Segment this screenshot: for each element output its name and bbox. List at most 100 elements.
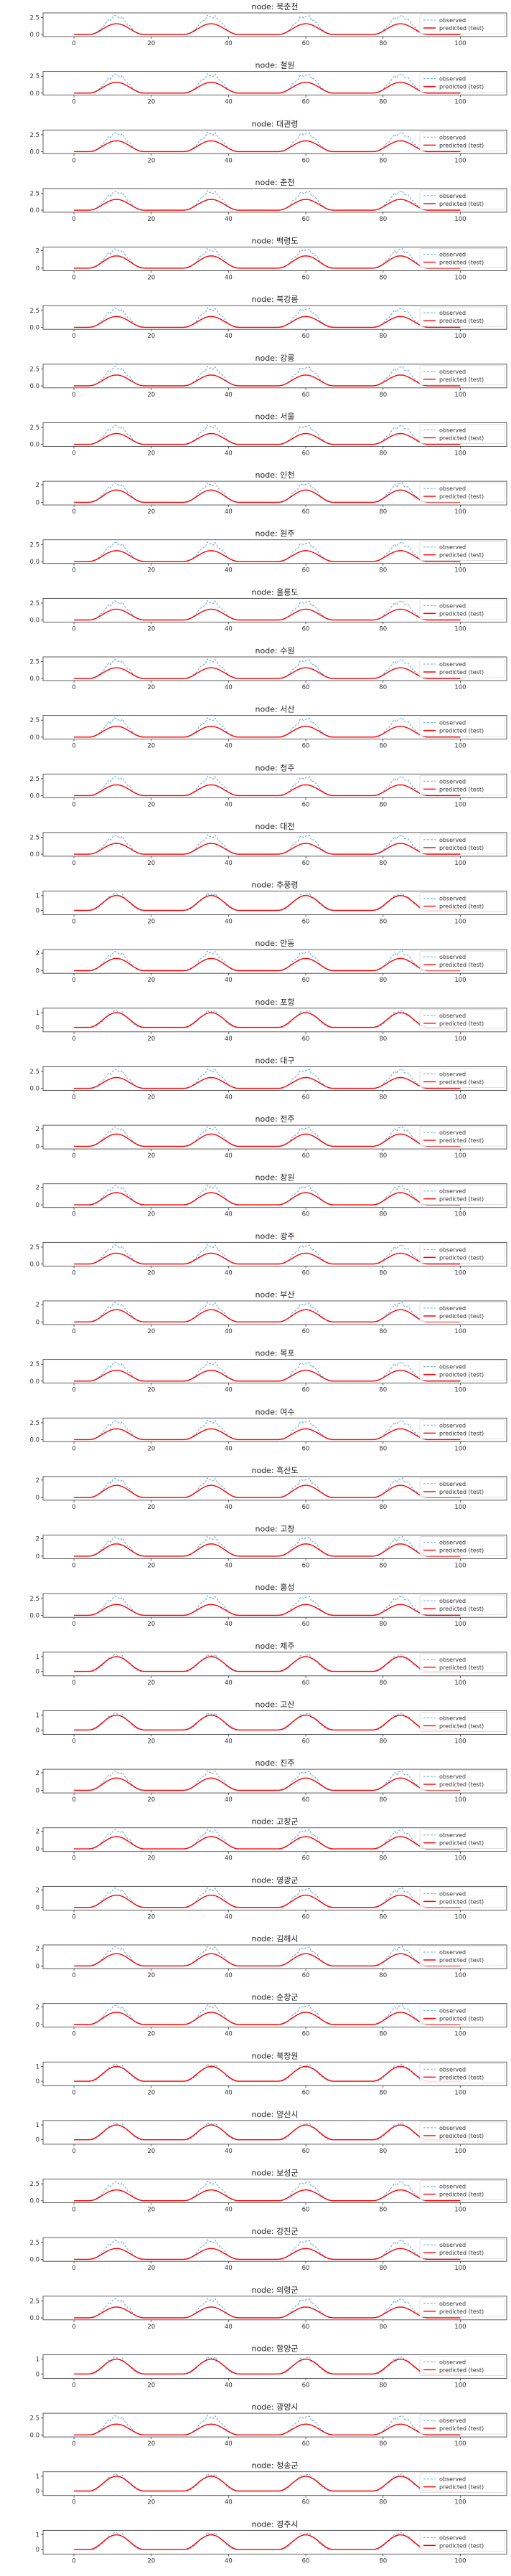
legend-box: [419, 1594, 505, 1615]
x-tick-label: 80: [379, 1445, 387, 1452]
x-tick-label: 80: [379, 216, 387, 223]
plot-frame: [42, 1535, 507, 1559]
y-tick-label: 2: [36, 1302, 39, 1309]
y-tick-label: 0: [36, 1963, 39, 1970]
subplot: node: 전주 0 20 40 60 80 100 0 2 observedpredicted …: [36, 1114, 507, 1160]
series-predicted: [74, 2358, 461, 2374]
x-tick-label: 80: [379, 40, 387, 47]
y-tick-label: 0: [36, 265, 39, 273]
subplot-title: node: 북창원: [251, 2051, 298, 2060]
subplot: node: 철원 0 20 40 60 80 100 0.0 2.5 observed predic…: [29, 61, 507, 106]
legend-box: [419, 1244, 505, 1264]
legend-box: [419, 2414, 505, 2435]
subplot-title: node: 서울: [255, 412, 295, 421]
series-observed: [74, 2298, 461, 2319]
legend-label-observed: observed: [439, 193, 466, 199]
series-predicted: [74, 255, 461, 269]
x-tick-label: 100: [454, 392, 466, 399]
legend-box: [419, 365, 505, 386]
x-tick-label: 80: [379, 1621, 387, 1628]
x-tick-label: 60: [302, 1504, 310, 1511]
series-observed: [74, 1126, 461, 1147]
x-tick-label: 100: [454, 1621, 466, 1628]
x-tick-label: 0: [72, 2089, 75, 2096]
series-predicted: [74, 432, 461, 445]
x-tick-label: 100: [454, 743, 466, 750]
x-tick-label: 0: [72, 508, 75, 516]
series-predicted: [74, 1133, 461, 1147]
x-tick-label: 100: [454, 333, 466, 340]
x-tick-label: 80: [379, 2440, 387, 2448]
legend-box: [419, 2063, 505, 2083]
x-tick-label: 20: [147, 1621, 155, 1628]
legend-label-observed: observed: [439, 602, 466, 609]
y-tick-label: 0.0: [29, 559, 39, 566]
x-tick-label: 40: [225, 40, 233, 47]
x-tick-label: 60: [302, 2207, 310, 2214]
x-tick-label: 0: [72, 684, 75, 691]
subplot: node: 광주 0 20 40 60 80 100 0.0 2.5 observedpredic…: [29, 1231, 507, 1277]
x-tick-label: 20: [147, 919, 155, 926]
series-predicted: [74, 81, 461, 94]
series-predicted: [74, 2065, 461, 2082]
plot-frame: [42, 364, 507, 389]
x-tick-label: 60: [302, 1211, 310, 1218]
subplot-title: node: 순창군: [251, 1993, 298, 2002]
x-tick-label: 0: [72, 743, 75, 750]
subplot-title: node: 진주: [255, 1758, 295, 1768]
plot-frame: [42, 2003, 507, 2028]
subplot: node: 대구 0 20 40 60 80 100 0.0 2.5 observed predic…: [29, 1056, 507, 1101]
subplot: node: 부산 0 20 40 60 80 100 0 2 observedpredicted …: [36, 1290, 507, 1335]
subplot-title: node: 포항: [255, 998, 295, 1007]
subplot-title: node: 대관령: [251, 119, 298, 128]
y-tick-label: 2: [36, 2004, 39, 2012]
x-tick-label: 100: [454, 2148, 466, 2155]
series-predicted: [74, 2423, 461, 2435]
x-tick-label: 40: [225, 1328, 233, 1335]
x-tick-label: 0: [72, 2557, 75, 2565]
subplot-title: node: 김해시: [251, 1933, 298, 1943]
y-tick-label: 1: [36, 2122, 39, 2129]
subplot: node: 춘천 0 20 40 60 80 100 0.0 2.5 observed predic…: [29, 177, 507, 223]
x-tick-label: 20: [147, 1152, 155, 1160]
x-tick-label: 100: [454, 1269, 466, 1277]
legend-label-predicted: predicted (test): [439, 1313, 484, 1320]
x-tick-label: 100: [454, 1504, 466, 1511]
y-tick-label: 0.0: [29, 148, 39, 156]
legend-box: [419, 424, 505, 444]
y-tick-label: 0.0: [29, 1261, 39, 1269]
series-predicted: [74, 2534, 461, 2550]
plot-frame: [42, 2061, 507, 2086]
legend-label-observed: observed: [439, 837, 466, 843]
legend-label-predicted: predicted (test): [439, 1489, 484, 1495]
x-tick-label: 80: [379, 2031, 387, 2038]
y-tick-label: 0.0: [29, 734, 39, 742]
y-tick-label: 2.5: [29, 2181, 39, 2188]
legend-label-predicted: predicted (test): [439, 25, 484, 32]
x-tick-label: 0: [72, 2207, 75, 2214]
x-tick-label: 60: [302, 2031, 310, 2038]
y-tick-label: 0.0: [29, 2256, 39, 2263]
plot-frame: [42, 2120, 507, 2145]
legend-box: [419, 1888, 505, 1908]
y-tick-label: 0: [36, 499, 39, 506]
x-tick-label: 60: [302, 450, 310, 457]
x-tick-label: 80: [379, 625, 387, 633]
plot-frame: [42, 129, 507, 154]
x-tick-label: 40: [225, 450, 233, 457]
x-tick-label: 80: [379, 2382, 387, 2389]
x-tick-label: 20: [147, 216, 155, 223]
series-observed: [74, 247, 461, 269]
legend-label-predicted: predicted (test): [439, 1665, 484, 1671]
y-tick-label: 0.0: [29, 442, 39, 449]
x-tick-label: 20: [147, 1269, 155, 1277]
subplot: node: 백령도 0 20 40 60 80 100 0 2 observed predicted…: [36, 237, 507, 282]
x-tick-label: 20: [147, 508, 155, 516]
legend-label-observed: observed: [439, 896, 466, 902]
series-observed: [74, 307, 461, 328]
x-tick-label: 0: [72, 1269, 75, 1277]
